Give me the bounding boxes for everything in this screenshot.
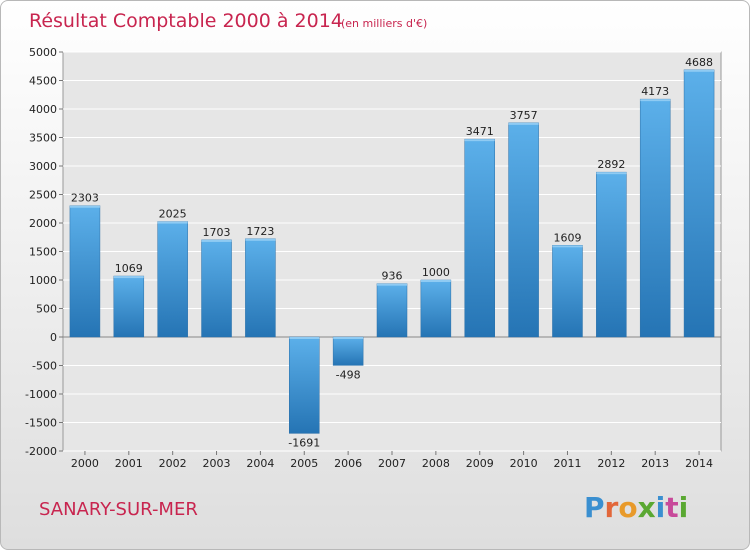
bar-value-label: 1703 — [203, 226, 231, 239]
bar-value-label: 1069 — [115, 262, 143, 275]
x-tick-label: 2002 — [159, 457, 187, 470]
bar — [289, 336, 320, 434]
bar-value-label: 4173 — [641, 85, 669, 98]
x-tick-label: 2009 — [466, 457, 494, 470]
bar — [552, 245, 583, 338]
bar-highlight — [333, 337, 364, 339]
bar-value-label: -1691 — [288, 436, 320, 449]
bar-highlight — [201, 239, 232, 242]
proxiti-logo: Proxiti — [584, 491, 688, 524]
bar-highlight — [596, 172, 627, 175]
bar-value-label: 2025 — [159, 208, 187, 221]
bar-highlight — [377, 283, 407, 286]
y-tick-label: 0 — [50, 331, 57, 344]
x-tick-label: 2010 — [510, 457, 538, 470]
y-tick-label: -2000 — [25, 445, 57, 458]
x-tick-label: 2012 — [597, 457, 625, 470]
bar-highlight — [245, 238, 276, 241]
y-tick-label: -500 — [32, 360, 57, 373]
city-name: SANARY-SUR-MER — [39, 499, 198, 520]
bar-value-label: -498 — [336, 368, 361, 381]
bar — [508, 122, 539, 338]
bar-value-label: 1723 — [246, 225, 274, 238]
bar-value-label: 3471 — [466, 125, 494, 138]
y-tick-label: 3500 — [29, 132, 57, 145]
bar — [464, 138, 495, 338]
bar-highlight — [69, 205, 100, 208]
bar-value-label: 4688 — [685, 56, 713, 69]
bar-value-label: 936 — [382, 270, 403, 283]
x-tick-label: 2013 — [641, 457, 669, 470]
x-axis-labels: 2000 2001 2002 2003 2004 2005 2006 2007 2008 2009… — [71, 451, 713, 470]
y-tick-label: 5000 — [29, 46, 57, 59]
bar-highlight — [684, 69, 715, 72]
y-tick-label: -1500 — [25, 417, 57, 430]
bar-value-label: 1000 — [422, 266, 450, 279]
x-tick-label: 2000 — [71, 457, 99, 470]
x-tick-label: 2014 — [685, 457, 713, 470]
bar — [376, 283, 408, 338]
y-tick-label: -1000 — [25, 388, 57, 401]
logo-letter: r — [605, 491, 619, 524]
y-tick-label: 4500 — [29, 75, 57, 88]
bar — [639, 98, 671, 338]
y-tick-label: 1000 — [29, 274, 57, 287]
bars-group: 2303 1069 2025 1703 1723 -1691 -498 936 1000 3471… — [69, 56, 715, 449]
x-tick-label: 2011 — [553, 457, 581, 470]
y-tick-label: 2000 — [29, 217, 57, 230]
y-tick-label: 1500 — [29, 246, 57, 259]
chart-title: Résultat Comptable 2000 à 2014 — [29, 10, 343, 32]
logo-letter: P — [584, 491, 605, 524]
y-axis-labels: 5000450040003500300025002000150010005000… — [25, 46, 57, 458]
bar-highlight — [464, 139, 495, 142]
bar — [420, 279, 452, 338]
bar-highlight — [157, 221, 188, 224]
x-tick-label: 2004 — [246, 457, 274, 470]
y-tick-label: 3000 — [29, 160, 57, 173]
bar-highlight — [508, 122, 539, 125]
bar — [683, 69, 715, 338]
y-tick-label: 2500 — [29, 189, 57, 202]
x-tick-label: 2003 — [203, 457, 231, 470]
logo-letter: x — [638, 491, 656, 524]
logo-letter: i — [679, 491, 689, 524]
bar-value-label: 1609 — [553, 231, 581, 244]
bar — [69, 205, 101, 338]
bar — [157, 221, 188, 338]
bar-value-label: 2303 — [71, 192, 99, 205]
bar-value-label: 3757 — [510, 109, 538, 122]
x-tick-label: 2006 — [334, 457, 362, 470]
chart-subtitle: (en milliers d'€) — [341, 17, 427, 30]
y-tick-label: 4000 — [29, 103, 57, 116]
x-tick-label: 2007 — [378, 457, 406, 470]
x-tick-label: 2008 — [422, 457, 450, 470]
logo-letter: i — [656, 491, 666, 524]
x-tick-label: 2001 — [115, 457, 143, 470]
bar-highlight — [640, 99, 671, 102]
bar — [596, 171, 627, 338]
bar-highlight — [552, 245, 583, 248]
x-tick-label: 2005 — [290, 457, 318, 470]
bar — [332, 336, 364, 366]
logo-letter: o — [618, 491, 637, 524]
bar — [201, 239, 232, 338]
bar — [113, 275, 145, 338]
logo-letter: t — [665, 491, 678, 524]
bar-highlight — [420, 280, 451, 282]
bar-highlight — [113, 276, 144, 279]
bar-highlight — [289, 337, 320, 339]
bar — [245, 238, 276, 338]
bar-value-label: 2892 — [597, 158, 625, 171]
y-tick-label: 500 — [36, 303, 57, 316]
